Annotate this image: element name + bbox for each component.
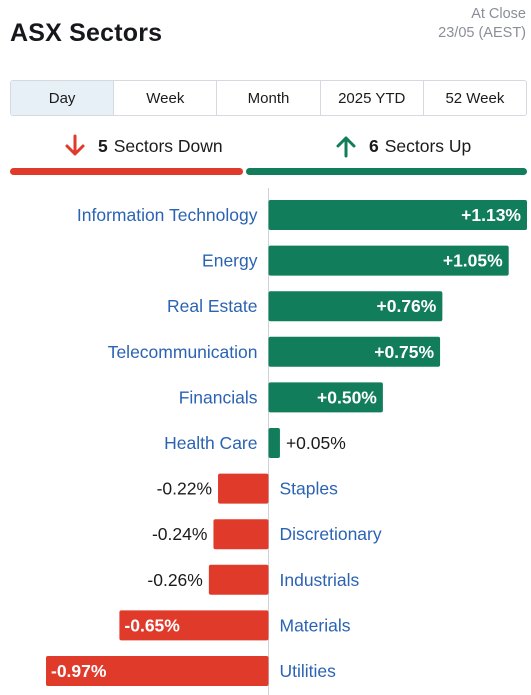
tab-2025-ytd[interactable]: 2025 YTD (321, 81, 424, 115)
sector-value-label: -0.22% (157, 479, 212, 499)
sector-row[interactable]: Telecommunication +0.75% (108, 336, 441, 367)
sector-bar[interactable] (268, 382, 383, 413)
sector-label[interactable]: Materials (280, 615, 351, 635)
sector-label[interactable]: Discretionary (280, 524, 382, 544)
sector-bar[interactable] (268, 245, 509, 276)
arrow-down-icon (65, 134, 85, 156)
header: ASX Sectors At Close 23/05 (AEST) (0, 0, 531, 60)
sector-row[interactable]: Staples -0.22% (157, 473, 339, 504)
sector-bar[interactable] (208, 564, 269, 595)
sector-label[interactable]: Utilities (280, 661, 337, 681)
sectors-up-summary: 6 Sectors Up (335, 128, 471, 164)
sector-row[interactable]: Information Technology +1.13% (77, 200, 527, 230)
sector-row[interactable]: Health Care +0.05% (164, 428, 346, 458)
period-tabs: Day Week Month 2025 YTD 52 Week (10, 80, 527, 116)
sector-row[interactable]: Real Estate +0.76% (167, 291, 443, 322)
sector-row[interactable]: Materials -0.65% (119, 610, 351, 641)
sector-label[interactable]: Information Technology (77, 205, 258, 225)
sectors-up-text: Sectors Up (384, 135, 472, 156)
sector-bar[interactable] (46, 656, 269, 686)
sectors-down-bar (10, 168, 243, 175)
market-status-label: At Close (471, 6, 526, 22)
sector-value-label: +0.05% (286, 433, 346, 453)
sector-label[interactable]: Energy (202, 251, 258, 271)
page-title: ASX Sectors (10, 19, 163, 47)
tab-day[interactable]: Day (11, 81, 115, 115)
sector-bar-chart: Information Technology +1.13% Energy +1.05%… (46, 188, 527, 695)
sectors-up-bar (246, 168, 527, 175)
sector-value-label: +1.13% (461, 205, 521, 225)
sector-value-label: -0.97% (51, 661, 107, 681)
sectors-down-summary: 5 Sectors Down (64, 128, 223, 164)
sector-value-label: +0.76% (377, 296, 437, 316)
sector-bar[interactable] (268, 291, 443, 322)
sector-bar[interactable] (268, 200, 528, 230)
sector-bar[interactable] (213, 519, 269, 550)
sector-label[interactable]: Industrials (280, 570, 360, 590)
sector-row[interactable]: Discretionary -0.24% (152, 519, 382, 550)
sector-row[interactable]: Industrials -0.26% (147, 564, 360, 595)
sector-value-label: +0.75% (374, 342, 434, 362)
sectors-down-text: Sectors Down (113, 135, 223, 156)
arrow-up-icon (336, 136, 356, 158)
sector-bar[interactable] (268, 336, 441, 367)
sector-value-label: +0.50% (317, 387, 377, 407)
sector-row[interactable]: Utilities -0.97% (46, 656, 336, 686)
sectors-down-count: 5 (98, 135, 108, 156)
tab-week[interactable]: Week (114, 81, 218, 115)
tab-52-week[interactable]: 52 Week (445, 89, 505, 107)
sector-value-label: -0.26% (147, 570, 202, 590)
sector-bar[interactable] (119, 610, 269, 641)
sector-label[interactable]: Staples (280, 479, 339, 499)
sector-value-label: +1.05% (443, 251, 503, 271)
sector-summary: 5 Sectors Down 6 Sectors Up (10, 128, 527, 178)
sector-label[interactable]: Financials (179, 387, 258, 407)
sector-row[interactable]: Financials +0.50% (179, 382, 383, 413)
sectors-up-count: 6 (369, 135, 379, 156)
sector-bar[interactable] (218, 473, 269, 504)
sector-value-label: -0.65% (124, 615, 180, 635)
sector-value-label: -0.24% (152, 524, 207, 544)
sector-label[interactable]: Real Estate (167, 296, 257, 316)
sector-label[interactable]: Telecommunication (108, 342, 258, 362)
tab-month[interactable]: Month (217, 81, 321, 115)
sector-label[interactable]: Health Care (164, 433, 257, 453)
market-close-date: 23/05 (AEST) (438, 25, 526, 41)
sector-bar[interactable] (268, 428, 280, 458)
sector-row[interactable]: Energy +1.05% (202, 245, 509, 276)
